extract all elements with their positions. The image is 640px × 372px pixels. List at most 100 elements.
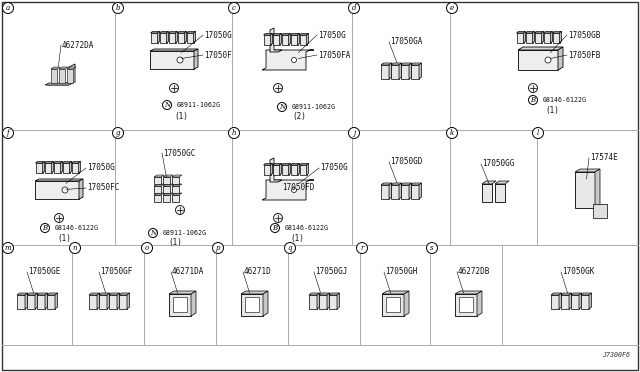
Bar [309, 295, 317, 309]
Bar [455, 294, 477, 316]
Text: 08911-1062G: 08911-1062G [163, 230, 207, 236]
Text: 17050GC: 17050GC [163, 148, 195, 157]
Text: 17050GB: 17050GB [568, 31, 600, 39]
Polygon shape [381, 63, 392, 65]
Bar [89, 295, 97, 309]
Polygon shape [543, 31, 552, 33]
Polygon shape [273, 33, 282, 35]
Text: 08146-6122G: 08146-6122G [285, 225, 329, 231]
Polygon shape [163, 175, 173, 177]
Text: p: p [216, 244, 220, 252]
Polygon shape [589, 293, 591, 309]
Polygon shape [559, 293, 561, 309]
Polygon shape [541, 31, 543, 43]
Text: e: e [450, 4, 454, 12]
Polygon shape [581, 293, 591, 295]
Text: 46272DB: 46272DB [458, 267, 490, 276]
Text: (1): (1) [545, 106, 559, 115]
Circle shape [3, 243, 13, 253]
Polygon shape [97, 293, 99, 309]
Polygon shape [35, 179, 83, 181]
Text: 17050FD: 17050FD [282, 183, 314, 192]
Bar [163, 186, 170, 193]
Bar [391, 65, 399, 79]
Polygon shape [79, 161, 81, 173]
Polygon shape [45, 161, 54, 163]
Bar [37, 295, 45, 309]
Circle shape [3, 128, 13, 138]
Bar [381, 65, 389, 79]
Polygon shape [262, 180, 314, 200]
Polygon shape [51, 67, 60, 69]
Bar [27, 295, 35, 309]
Polygon shape [300, 163, 308, 165]
Text: 17574E: 17574E [590, 154, 618, 163]
Text: 17050FC: 17050FC [87, 183, 120, 192]
Polygon shape [119, 293, 129, 295]
Bar [516, 33, 524, 43]
Text: r: r [360, 244, 364, 252]
Polygon shape [45, 83, 73, 85]
Polygon shape [117, 293, 120, 309]
Polygon shape [401, 63, 412, 65]
Polygon shape [291, 163, 300, 165]
Polygon shape [107, 293, 109, 309]
Bar [154, 195, 161, 202]
Text: o: o [145, 244, 149, 252]
Bar [241, 294, 263, 316]
Bar [401, 65, 409, 79]
Polygon shape [17, 293, 28, 295]
Polygon shape [154, 184, 164, 186]
Text: (1): (1) [174, 112, 188, 122]
Text: (2): (2) [292, 112, 306, 122]
Circle shape [177, 57, 183, 63]
Bar [264, 35, 271, 45]
Bar [154, 186, 161, 193]
Bar [291, 35, 298, 45]
Text: q: q [288, 244, 292, 252]
Bar [45, 163, 51, 173]
Polygon shape [169, 291, 196, 294]
Text: 46271D: 46271D [244, 267, 272, 276]
Polygon shape [455, 291, 482, 294]
Polygon shape [172, 193, 182, 195]
Text: c: c [232, 4, 236, 12]
Polygon shape [25, 293, 28, 309]
Circle shape [356, 243, 367, 253]
Bar [109, 295, 117, 309]
Polygon shape [154, 175, 164, 177]
Bar [329, 295, 337, 309]
Polygon shape [63, 161, 72, 163]
Polygon shape [291, 33, 300, 35]
Bar [99, 295, 107, 309]
Bar [163, 177, 170, 184]
Text: 17050GJ: 17050GJ [315, 267, 348, 276]
Circle shape [349, 128, 360, 138]
Polygon shape [184, 31, 186, 43]
Bar [593, 204, 607, 218]
Polygon shape [172, 175, 182, 177]
Circle shape [141, 243, 152, 253]
Polygon shape [271, 163, 273, 175]
Text: B: B [42, 224, 47, 232]
Polygon shape [35, 293, 38, 309]
Text: B: B [273, 224, 278, 232]
Polygon shape [419, 63, 422, 79]
Bar [534, 33, 541, 43]
Polygon shape [47, 293, 58, 295]
Text: N: N [164, 101, 170, 109]
Circle shape [291, 187, 296, 192]
Polygon shape [327, 293, 330, 309]
Text: 46271DA: 46271DA [172, 267, 204, 276]
Bar [552, 33, 559, 43]
Polygon shape [482, 181, 496, 184]
Polygon shape [551, 293, 561, 295]
Polygon shape [163, 193, 173, 195]
Bar [575, 172, 595, 208]
Polygon shape [307, 33, 308, 45]
Polygon shape [289, 33, 291, 45]
Bar [54, 163, 61, 173]
Text: d: d [352, 4, 356, 12]
Polygon shape [264, 33, 273, 35]
Bar [411, 65, 419, 79]
